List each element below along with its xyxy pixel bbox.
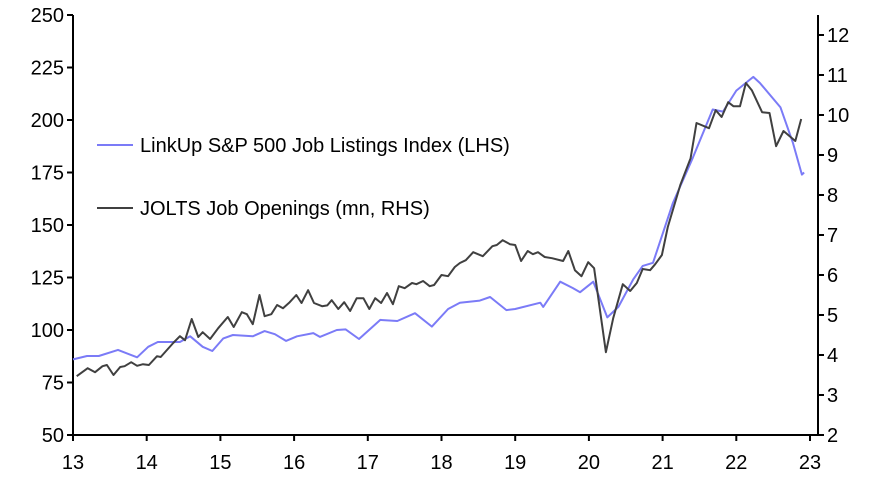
series-line-linkup	[72, 75, 805, 361]
y-left-tick-label: 250	[31, 5, 64, 27]
y-left-tick-label: 50	[42, 425, 64, 447]
y-left-tick-label: 125	[31, 268, 64, 290]
y-right-tick-label: 12	[827, 25, 849, 47]
x-tick-label: 15	[209, 452, 231, 474]
x-tick-label: 13	[62, 452, 84, 474]
legend: LinkUp S&P 500 Job Listings Index (LHS) …	[97, 135, 510, 220]
x-tick-label: 18	[430, 452, 452, 474]
x-tick-label: 23	[799, 452, 821, 474]
y-right-tick-label: 11	[827, 65, 848, 87]
y-right-tick-label: 4	[827, 345, 838, 367]
y-right-tick-label: 5	[827, 305, 838, 327]
x-tick-label: 14	[136, 452, 158, 474]
y-right-tick-label: 8	[827, 185, 838, 207]
y-right-tick-label: 3	[827, 385, 838, 407]
x-tick-label: 22	[725, 452, 747, 474]
x-tick-label: 17	[357, 452, 379, 474]
y-right-tick-label: 2	[827, 425, 838, 447]
x-tick-label: 21	[651, 452, 673, 474]
y-right-tick-label: 6	[827, 265, 838, 287]
legend-label-jolts: JOLTS Job Openings (mn, RHS)	[140, 198, 430, 220]
y-right-tick-label: 7	[827, 225, 838, 247]
series-line-jolts	[76, 82, 803, 378]
y-right-tick-label: 9	[827, 145, 838, 167]
y-left-tick-label: 75	[42, 373, 64, 395]
y-left-tick-label: 225	[31, 58, 64, 80]
y-left-tick-label: 175	[31, 163, 64, 185]
axes: 5075100125150175200225250234567891011121…	[31, 5, 850, 474]
x-tick-label: 16	[283, 452, 305, 474]
x-tick-label: 20	[578, 452, 600, 474]
y-left-tick-label: 100	[31, 320, 64, 342]
y-left-tick-label: 200	[31, 110, 64, 132]
series-group	[72, 75, 805, 378]
x-tick-label: 19	[504, 452, 526, 474]
y-left-tick-label: 150	[31, 215, 64, 237]
y-right-tick-label: 10	[827, 105, 849, 127]
legend-label-linkup: LinkUp S&P 500 Job Listings Index (LHS)	[140, 135, 510, 157]
